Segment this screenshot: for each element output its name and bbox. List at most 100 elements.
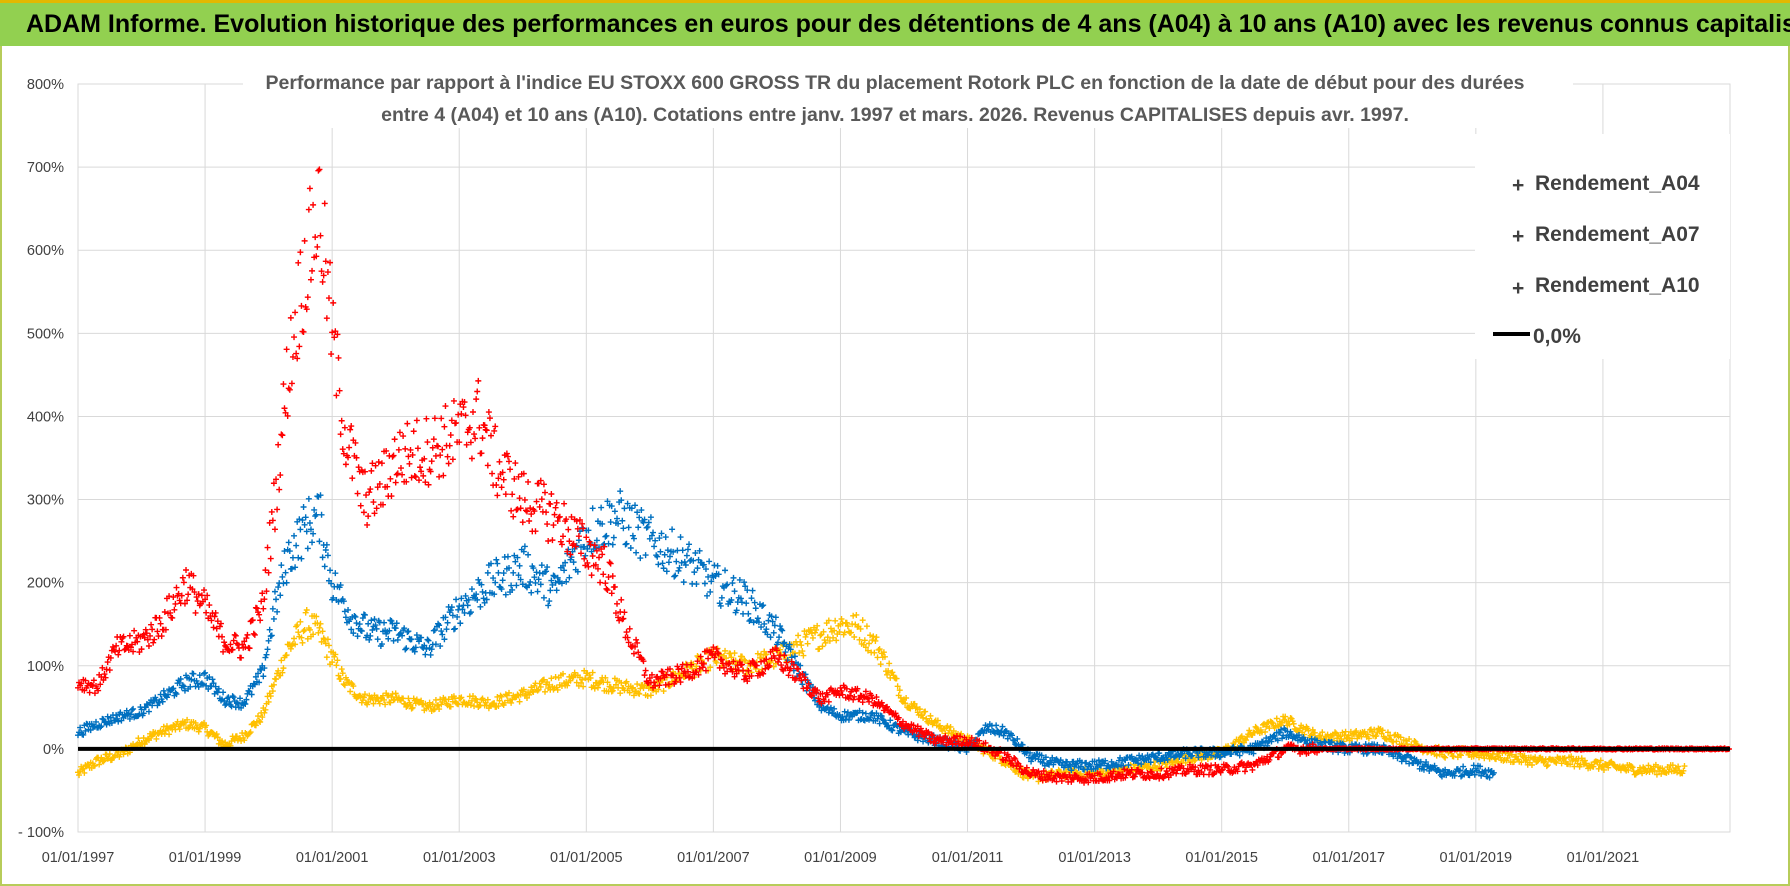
data-point [450, 397, 457, 404]
data-point [839, 691, 846, 698]
data-point [871, 649, 878, 656]
data-point [138, 706, 145, 713]
data-point [797, 662, 804, 669]
data-point [723, 582, 730, 589]
data-point [708, 648, 715, 655]
data-point [479, 588, 486, 595]
data-point [483, 596, 490, 603]
data-point [1139, 769, 1146, 776]
data-point [1051, 775, 1058, 782]
data-point [707, 588, 714, 595]
data-point [488, 560, 494, 567]
data-point [586, 672, 593, 679]
data-point [1139, 753, 1146, 760]
data-point [1243, 764, 1250, 771]
data-point [1544, 762, 1551, 769]
data-point [1164, 756, 1171, 763]
data-point [204, 592, 211, 599]
data-point [279, 432, 286, 439]
data-point [850, 612, 857, 619]
data-point [848, 629, 855, 636]
data-point [641, 516, 648, 523]
data-point [862, 644, 869, 651]
data-point [910, 722, 917, 729]
data-point [528, 511, 535, 518]
data-point [221, 639, 228, 646]
data-point [269, 688, 276, 695]
data-point [762, 665, 769, 672]
data-point [516, 698, 523, 705]
data-point [929, 732, 936, 739]
data-point [752, 605, 759, 612]
data-point [97, 724, 104, 731]
data-point [202, 669, 209, 676]
data-point [629, 684, 636, 691]
data-point [1083, 759, 1090, 766]
data-point [655, 561, 662, 568]
data-point [249, 617, 256, 624]
data-point [262, 654, 269, 661]
data-point [548, 577, 555, 584]
data-point [922, 708, 929, 715]
data-point [885, 667, 892, 674]
data-point [1450, 753, 1457, 760]
data-point [566, 574, 573, 581]
data-point [552, 504, 559, 511]
data-point [610, 534, 617, 541]
data-point [374, 636, 381, 643]
data-point [590, 682, 597, 689]
data-point [282, 409, 289, 416]
data-point [934, 717, 941, 724]
data-point [176, 726, 183, 733]
data-point [1072, 761, 1079, 768]
data-point [194, 598, 201, 605]
data-point [671, 573, 678, 580]
data-point [367, 632, 374, 639]
data-point [103, 721, 110, 728]
data-point [439, 446, 446, 453]
legend-marker-a07: + [1512, 225, 1524, 248]
data-point [1681, 763, 1688, 770]
data-point [999, 723, 1006, 730]
data-point [1451, 772, 1458, 779]
data-point [857, 625, 864, 632]
data-point [524, 694, 531, 701]
data-point [607, 684, 614, 691]
data-point [515, 572, 522, 579]
data-point [404, 628, 411, 635]
data-point [331, 334, 338, 341]
data-point [271, 526, 278, 533]
data-point [1011, 754, 1018, 761]
data-point [1337, 733, 1344, 740]
data-point [174, 718, 181, 725]
data-point [1328, 738, 1335, 745]
data-point [1328, 733, 1335, 740]
data-point [457, 620, 464, 627]
data-point [185, 591, 192, 598]
data-point [561, 500, 568, 507]
data-point [1371, 726, 1378, 733]
data-point [248, 691, 255, 698]
data-point [713, 645, 720, 652]
data-point [261, 665, 268, 672]
data-point [817, 632, 824, 639]
data-point [920, 714, 927, 721]
data-point [405, 628, 412, 635]
data-point [415, 477, 422, 484]
data-point [402, 646, 409, 653]
data-point [798, 642, 805, 649]
legend-background [1475, 134, 1730, 359]
data-point [696, 665, 703, 672]
data-point [299, 517, 306, 524]
data-point [770, 663, 777, 670]
data-point [1490, 769, 1497, 776]
data-point [589, 669, 596, 676]
data-point [408, 636, 415, 643]
data-point [879, 716, 886, 723]
data-point [281, 548, 288, 555]
data-point [859, 709, 866, 716]
data-point [914, 737, 921, 744]
data-point [1097, 762, 1104, 769]
data-point [498, 693, 505, 700]
data-point [107, 654, 114, 661]
